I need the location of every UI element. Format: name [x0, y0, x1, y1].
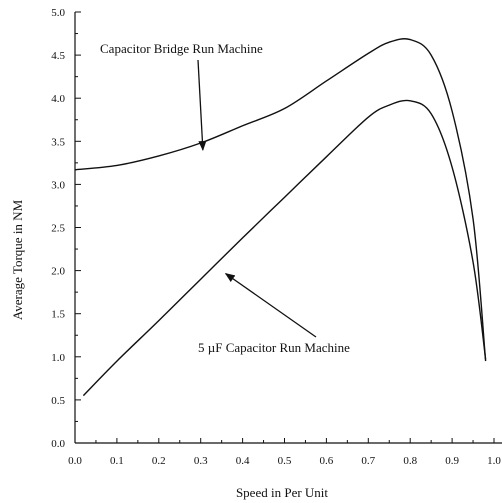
series-line-5uf-capacitor: [82, 99, 487, 397]
y-tick-label: 4.5: [51, 50, 65, 62]
x-tick-label: 0.9: [445, 455, 459, 467]
annotation-5uf-capacitor-arrow: [224, 273, 317, 338]
x-tick-label: 0.7: [361, 455, 375, 467]
y-tick-label: 2.0: [51, 266, 65, 278]
y-ticks: 0.0 0.5 1.0 1.5 2.0 2.5 3.0 3.5 4.0 4.5 5.0: [51, 7, 81, 450]
x-tick-label: 0.1: [110, 455, 124, 467]
x-tick-label: 1.0: [487, 455, 501, 467]
series-line-capacitor-bridge: [74, 38, 487, 362]
x-tick-label: 0.8: [403, 455, 417, 467]
y-tick-label: 3.0: [51, 179, 65, 191]
y-tick-label: 3.5: [51, 136, 65, 148]
x-tick-label: 0.0: [68, 455, 82, 467]
x-tick-label: 0.5: [278, 455, 292, 467]
x-tick-label: 0.6: [320, 455, 334, 467]
y-tick-label: 0.0: [51, 438, 65, 450]
annotation-5uf-capacitor-label: 5 µF Capacitor Run Machine: [198, 340, 350, 355]
y-tick-label: 5.0: [51, 7, 65, 19]
y-tick-label: 0.5: [51, 395, 65, 407]
x-axis-title: Speed in Per Unit: [236, 485, 328, 500]
x-tick-label: 0.3: [194, 455, 208, 467]
annotation-capacitor-bridge-label: Capacitor Bridge Run Machine: [100, 41, 263, 56]
y-tick-label: 2.5: [51, 223, 65, 235]
y-tick-label: 1.5: [51, 309, 65, 321]
annotation-capacitor-bridge-arrow: [197, 59, 207, 152]
y-tick-label: 4.0: [51, 93, 65, 105]
y-tick-label: 1.0: [51, 352, 65, 364]
x-ticks: 0.0 0.1 0.2 0.3 0.4 0.5 0.6 0.7 0.8 0.9 1.0: [68, 438, 501, 467]
series-group: [74, 38, 487, 397]
y-axis-title: Average Torque in NM: [10, 199, 25, 320]
x-tick-label: 0.4: [236, 455, 250, 467]
x-tick-label: 0.2: [152, 455, 166, 467]
